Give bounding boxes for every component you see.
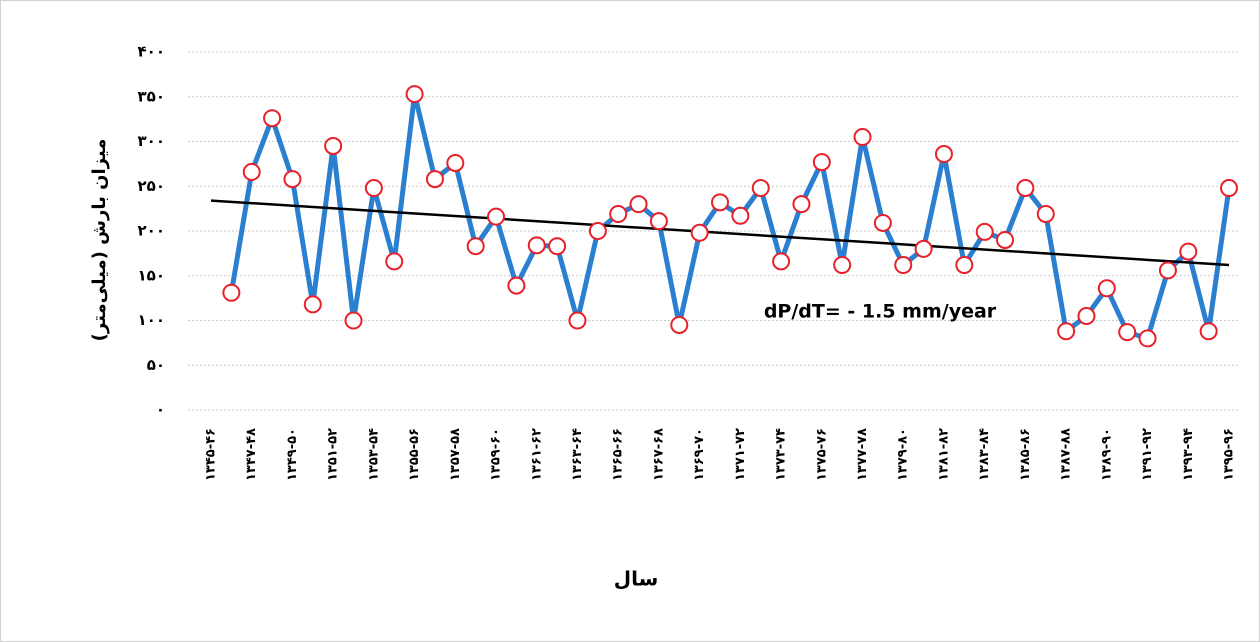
- data-point: [527, 236, 546, 255]
- data-point: [934, 145, 953, 164]
- data-point: [487, 207, 506, 226]
- data-point: [1036, 204, 1055, 223]
- annotation: dP/dT= - 1.5 mm/year: [764, 301, 997, 323]
- x-tick-label: ۱۳۷۵-۷۶: [814, 428, 829, 481]
- data-point: [1118, 323, 1137, 342]
- x-tick-label: ۱۳۹۱-۹۲: [1140, 428, 1155, 481]
- y-tick-label: ۱۵۰: [138, 266, 165, 284]
- data-point: [731, 206, 750, 225]
- x-tick-label: ۱۳۶۳-۶۴: [570, 428, 585, 481]
- y-tick-label: ۴۰۰: [138, 43, 165, 61]
- data-point: [833, 256, 852, 275]
- y-tick-label: ۲۵۰: [138, 177, 165, 195]
- data-point: [568, 311, 587, 330]
- data-point: [609, 204, 628, 223]
- y-tick-label: ۲۰۰: [138, 222, 165, 240]
- data-point: [772, 252, 791, 271]
- data-point: [1199, 322, 1218, 341]
- x-tick-label: ۱۳۷۹-۸۰: [896, 428, 911, 481]
- x-tick-label: ۱۳۷۷-۷۸: [855, 428, 870, 481]
- data-point: [751, 179, 770, 198]
- data-point: [548, 237, 567, 256]
- x-tick-label: ۱۳۵۷-۵۸: [448, 428, 463, 481]
- data-point: [425, 170, 444, 189]
- x-tick-label: ۱۳۸۹-۹۰: [1099, 428, 1114, 481]
- data-point: [1057, 322, 1076, 341]
- data-point: [405, 85, 424, 104]
- data-point: [324, 136, 343, 155]
- data-point: [812, 153, 831, 172]
- x-tick-label: ۱۳۴۹-۵۰: [285, 428, 300, 481]
- x-tick-label: ۱۳۴۵-۴۶: [204, 428, 219, 481]
- data-point: [385, 252, 404, 271]
- x-axis-title: سال: [614, 567, 659, 591]
- data-point: [996, 230, 1015, 249]
- data-point: [1220, 179, 1238, 198]
- data-point: [466, 237, 485, 256]
- x-tick-label: ۱۳۹۵-۹۶: [1222, 428, 1237, 481]
- data-point: [853, 128, 872, 147]
- data-point: [670, 315, 689, 334]
- x-tick-label: ۱۳۸۳-۸۴: [977, 428, 992, 481]
- data-point: [914, 239, 933, 258]
- data-point: [792, 195, 811, 214]
- x-tick-label: ۱۳۷۳-۷۴: [774, 428, 789, 481]
- data-point: [955, 256, 974, 275]
- data-point: [507, 276, 526, 295]
- data-point: [242, 162, 261, 181]
- y-axis-title: میزان بارش (میلی‌متر): [89, 139, 110, 342]
- x-tick-label: ۱۳۴۷-۴۸: [244, 428, 259, 481]
- y-tick-label: ۵۰: [147, 356, 165, 374]
- data-point: [446, 153, 465, 172]
- data-point: [344, 311, 363, 330]
- x-tick-label: ۱۳۶۱-۶۲: [529, 428, 544, 481]
- trend-line: [210, 199, 1230, 267]
- x-tick-label: ۱۳۹۳-۹۴: [1181, 428, 1196, 481]
- data-point: [975, 222, 994, 241]
- x-tick-label: ۱۳۶۹-۷۰: [692, 428, 707, 481]
- data-point: [263, 109, 282, 128]
- data-line: [228, 91, 1232, 341]
- x-tick-label: ۱۳۵۳-۵۴: [366, 428, 381, 481]
- x-tick-label: ۱۳۸۵-۸۶: [1018, 428, 1033, 481]
- x-tick-label: ۱۳۸۱-۸۲: [936, 428, 951, 481]
- data-point: [1138, 329, 1157, 348]
- data-point: [649, 212, 668, 231]
- x-tick-label: ۱۳۶۷-۶۸: [651, 428, 666, 481]
- data-point: [1016, 179, 1035, 198]
- x-tick-label: ۱۳۸۷-۸۸: [1059, 428, 1074, 481]
- x-tick-label: ۱۳۶۵-۶۶: [611, 428, 626, 481]
- x-tick-label: ۱۳۵۹-۶۰: [489, 428, 504, 481]
- y-tick-label: ۱۰۰: [138, 311, 165, 329]
- y-tick-label: ۳۰۰: [138, 132, 165, 150]
- data-point: [1158, 261, 1177, 280]
- data-point: [873, 213, 892, 232]
- data-point: [283, 170, 302, 189]
- data-point: [1179, 242, 1198, 261]
- data-point: [629, 195, 648, 214]
- data-point: [303, 295, 322, 314]
- x-tick-label: ۱۳۵۵-۵۶: [407, 428, 422, 481]
- y-tick-label: ۰: [156, 401, 165, 419]
- data-point: [690, 223, 709, 242]
- data-point: [222, 283, 241, 302]
- x-tick-label: ۱۳۵۱-۵۲: [326, 428, 341, 481]
- data-point: [1077, 307, 1096, 326]
- y-tick-label: ۳۵۰: [138, 87, 165, 105]
- data-point: [711, 193, 729, 212]
- x-tick-label: ۱۳۷۱-۷۲: [733, 428, 748, 481]
- data-point: [894, 256, 913, 275]
- data-point: [588, 222, 607, 240]
- data-point: [1097, 279, 1116, 298]
- data-point: [364, 179, 383, 198]
